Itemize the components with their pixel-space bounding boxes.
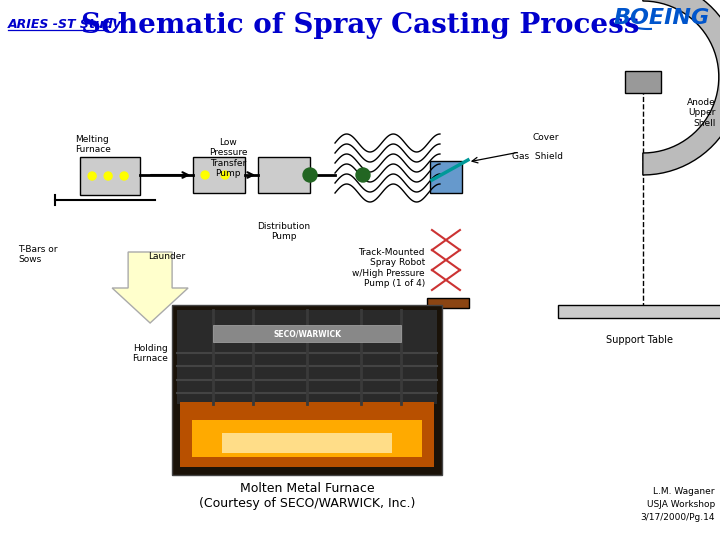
- FancyBboxPatch shape: [180, 402, 434, 467]
- FancyBboxPatch shape: [625, 71, 661, 93]
- Circle shape: [356, 168, 370, 182]
- Text: ARIES -ST Study: ARIES -ST Study: [8, 18, 122, 31]
- Text: L.M. Waganer: L.M. Waganer: [653, 487, 715, 496]
- FancyBboxPatch shape: [427, 298, 469, 308]
- Circle shape: [221, 171, 229, 179]
- FancyBboxPatch shape: [558, 305, 720, 318]
- Text: USJA Workshop: USJA Workshop: [647, 500, 715, 509]
- Text: Schematic of Spray Casting Process: Schematic of Spray Casting Process: [81, 12, 639, 39]
- Polygon shape: [643, 0, 720, 175]
- Circle shape: [201, 171, 209, 179]
- Text: Cover: Cover: [533, 133, 559, 142]
- Text: Molten Metal Furnace: Molten Metal Furnace: [240, 482, 374, 495]
- FancyBboxPatch shape: [222, 433, 392, 453]
- Text: Support Table: Support Table: [606, 335, 673, 345]
- Text: Track-Mounted
Spray Robot
w/High Pressure
Pump (1 of 4): Track-Mounted Spray Robot w/High Pressur…: [352, 248, 425, 288]
- Circle shape: [303, 168, 317, 182]
- FancyBboxPatch shape: [172, 305, 442, 475]
- Text: (Courtesy of SECO/WARWICK, Inc.): (Courtesy of SECO/WARWICK, Inc.): [199, 497, 415, 510]
- FancyBboxPatch shape: [80, 157, 140, 195]
- Polygon shape: [112, 252, 188, 323]
- Circle shape: [120, 172, 128, 180]
- Text: Gas  Shield: Gas Shield: [512, 152, 563, 161]
- Text: Launder: Launder: [148, 252, 185, 261]
- Circle shape: [88, 172, 96, 180]
- Text: BOEING: BOEING: [613, 8, 710, 28]
- FancyBboxPatch shape: [212, 326, 402, 342]
- Text: Low
Pressure
Transfer
Pump: Low Pressure Transfer Pump: [209, 138, 247, 178]
- Text: SECO/WARWICK: SECO/WARWICK: [273, 329, 341, 339]
- FancyBboxPatch shape: [258, 157, 310, 193]
- Text: Holding
Furnace: Holding Furnace: [132, 344, 168, 363]
- Circle shape: [104, 172, 112, 180]
- Text: T-Bars or
Sows: T-Bars or Sows: [18, 245, 58, 265]
- Text: Melting
Furnace: Melting Furnace: [75, 134, 111, 154]
- Text: Distribution
Pump: Distribution Pump: [258, 222, 310, 241]
- FancyBboxPatch shape: [192, 420, 422, 457]
- FancyBboxPatch shape: [193, 157, 245, 193]
- FancyBboxPatch shape: [177, 310, 437, 403]
- Text: 3/17/2000/Pg.14: 3/17/2000/Pg.14: [640, 513, 715, 522]
- FancyBboxPatch shape: [430, 161, 462, 193]
- Text: Anode
Upper
Shell: Anode Upper Shell: [687, 98, 716, 128]
